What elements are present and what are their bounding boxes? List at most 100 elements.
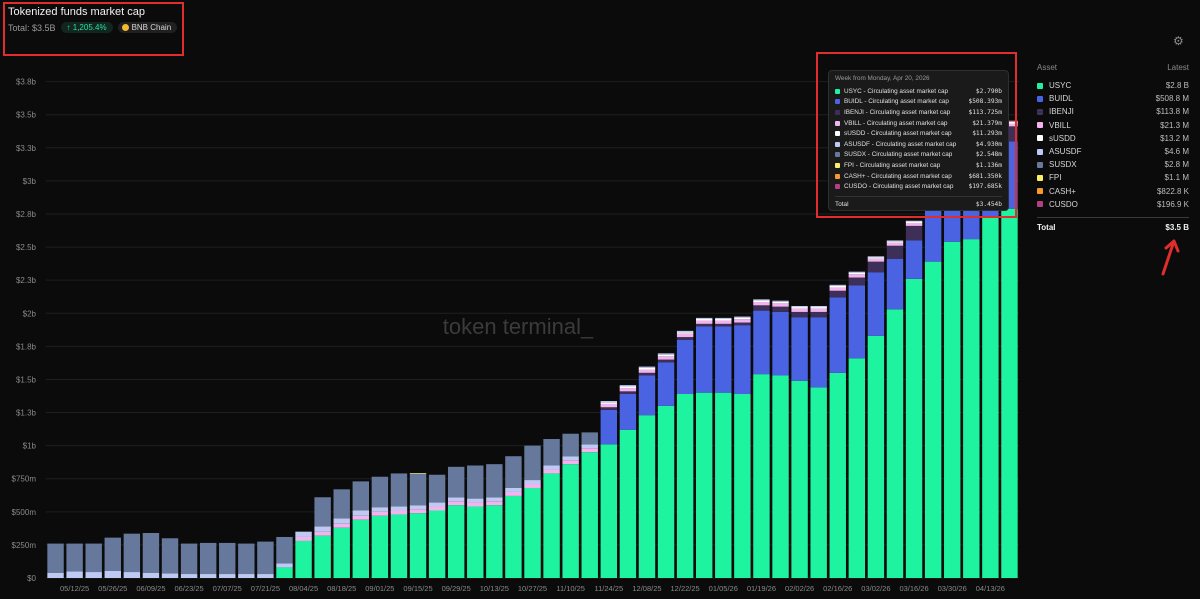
bar-asusdf-4[interactable] — [123, 572, 141, 578]
bar-susdx-23[interactable] — [486, 464, 503, 498]
bar-asusdf-21[interactable] — [447, 497, 465, 502]
bar-asusdf-30[interactable] — [619, 385, 637, 387]
legend-item[interactable]: BUIDL $508.8 M — [1037, 92, 1189, 105]
bar-buidl-39[interactable] — [791, 317, 808, 381]
bar-susdd-33[interactable] — [676, 332, 694, 334]
bar-vbill-44[interactable] — [886, 242, 904, 246]
legend-item[interactable]: ASUSDF $4.6 M — [1037, 145, 1189, 158]
bar-usyc-19[interactable] — [409, 513, 427, 578]
bar-ibenji-37[interactable] — [753, 305, 770, 311]
bar-buidl-42[interactable] — [848, 285, 866, 359]
bar-susdd-50[interactable] — [1001, 122, 1018, 124]
bar-asusdf-8[interactable] — [199, 574, 217, 578]
bar-usyc-28[interactable] — [581, 452, 598, 578]
bar-susdx-15[interactable] — [333, 489, 350, 519]
bar-vbill-36[interactable] — [734, 319, 751, 323]
bar-susdx-3[interactable] — [104, 537, 121, 571]
bar-usyc-18[interactable] — [390, 514, 408, 578]
legend-item[interactable]: CUSDO $196.9 K — [1037, 198, 1189, 211]
bar-susdx-11[interactable] — [257, 541, 274, 575]
bar-susdd-42[interactable] — [848, 272, 866, 275]
bar-vbill-39[interactable] — [791, 308, 808, 312]
bar-susdd-44[interactable] — [886, 241, 904, 243]
bar-ibenji-33[interactable] — [676, 337, 694, 340]
bar-susdd-41[interactable] — [829, 285, 846, 288]
bar-susdd-39[interactable] — [791, 307, 808, 309]
bar-buidl-44[interactable] — [886, 258, 904, 310]
bar-asusdf-27[interactable] — [562, 456, 579, 461]
bar-ibenji-39[interactable] — [791, 311, 808, 318]
bar-susdx-16[interactable] — [352, 481, 369, 511]
bar-asusdf-43[interactable] — [867, 256, 885, 258]
bar-susdx-2[interactable] — [85, 543, 102, 573]
bar-usyc-36[interactable] — [734, 394, 751, 578]
bar-asusdf-45[interactable] — [905, 220, 923, 222]
bar-ibenji-41[interactable] — [829, 290, 846, 298]
bar-usyc-45[interactable] — [905, 278, 923, 578]
bar-asusdf-15[interactable] — [333, 518, 350, 524]
bar-usyc-31[interactable] — [638, 415, 656, 578]
bar-usyc-22[interactable] — [467, 506, 484, 578]
bar-buidl-43[interactable] — [867, 272, 885, 336]
bar-vbill-29[interactable] — [600, 403, 618, 408]
bar-buidl-34[interactable] — [696, 326, 713, 393]
bar-vbill-35[interactable] — [715, 320, 732, 324]
bar-usyc-39[interactable] — [791, 380, 808, 578]
bar-ibenji-34[interactable] — [696, 323, 713, 327]
bar-usyc-17[interactable] — [371, 515, 389, 578]
bar-asusdf-40[interactable] — [810, 305, 827, 308]
bar-asusdf-13[interactable] — [295, 531, 312, 537]
legend-item[interactable]: VBILL $21.3 M — [1037, 119, 1189, 132]
bar-usyc-24[interactable] — [505, 495, 522, 578]
bar-vbill-14[interactable] — [314, 531, 331, 536]
bar-susdx-5[interactable] — [142, 532, 160, 573]
bar-asusdf-11[interactable] — [257, 574, 274, 578]
bar-usyc-16[interactable] — [352, 519, 369, 578]
bar-vbill-28[interactable] — [581, 448, 598, 453]
bar-usyc-21[interactable] — [447, 505, 465, 578]
bar-usyc-37[interactable] — [753, 374, 770, 578]
bar-asusdf-34[interactable] — [696, 317, 713, 319]
bar-asusdf-37[interactable] — [753, 299, 770, 301]
bar-asusdf-35[interactable] — [715, 317, 732, 319]
bar-usyc-47[interactable] — [944, 241, 961, 578]
bar-susdd-43[interactable] — [867, 257, 885, 259]
bar-susdx-1[interactable] — [66, 543, 83, 572]
bar-vbill-13[interactable] — [295, 536, 312, 541]
bar-asusdf-12[interactable] — [276, 563, 293, 568]
bar-ibenji-29[interactable] — [600, 407, 618, 410]
bar-buidl-45[interactable] — [905, 240, 923, 279]
bar-buidl-41[interactable] — [829, 297, 846, 373]
bar-asusdf-23[interactable] — [486, 497, 503, 502]
bar-vbill-22[interactable] — [467, 502, 484, 507]
bar-susdd-32[interactable] — [657, 354, 675, 357]
bar-usyc-33[interactable] — [676, 394, 694, 578]
bar-susdd-37[interactable] — [753, 300, 770, 303]
legend-item[interactable]: FPI $1.1 M — [1037, 171, 1189, 184]
bar-buidl-29[interactable] — [600, 409, 618, 445]
bar-asusdf-36[interactable] — [734, 316, 751, 318]
bar-usyc-48[interactable] — [963, 239, 980, 578]
bar-susdx-22[interactable] — [467, 465, 484, 499]
bar-asusdf-26[interactable] — [543, 465, 560, 470]
bar-buidl-35[interactable] — [715, 326, 732, 393]
bar-susdd-30[interactable] — [619, 386, 637, 389]
bar-asusdf-41[interactable] — [829, 284, 846, 286]
bar-buidl-38[interactable] — [772, 311, 789, 376]
legend-item[interactable]: sUSDD $13.2 M — [1037, 132, 1189, 145]
bar-susdx-0[interactable] — [47, 543, 64, 573]
bar-usyc-29[interactable] — [600, 444, 618, 578]
bar-asusdf-0[interactable] — [47, 572, 64, 578]
bar-usyc-15[interactable] — [333, 527, 350, 578]
bar-susdd-38[interactable] — [772, 301, 789, 304]
bar-asusdf-10[interactable] — [238, 574, 255, 578]
bar-usyc-26[interactable] — [543, 473, 560, 578]
bar-ibenji-32[interactable] — [657, 359, 675, 363]
bar-usyc-44[interactable] — [886, 309, 904, 578]
bar-vbill-23[interactable] — [486, 501, 503, 506]
bar-asusdf-2[interactable] — [85, 572, 102, 578]
bar-susdx-24[interactable] — [505, 456, 522, 488]
bar-ibenji-36[interactable] — [734, 322, 751, 326]
bar-ibenji-30[interactable] — [619, 391, 637, 395]
bar-vbill-33[interactable] — [676, 333, 694, 338]
